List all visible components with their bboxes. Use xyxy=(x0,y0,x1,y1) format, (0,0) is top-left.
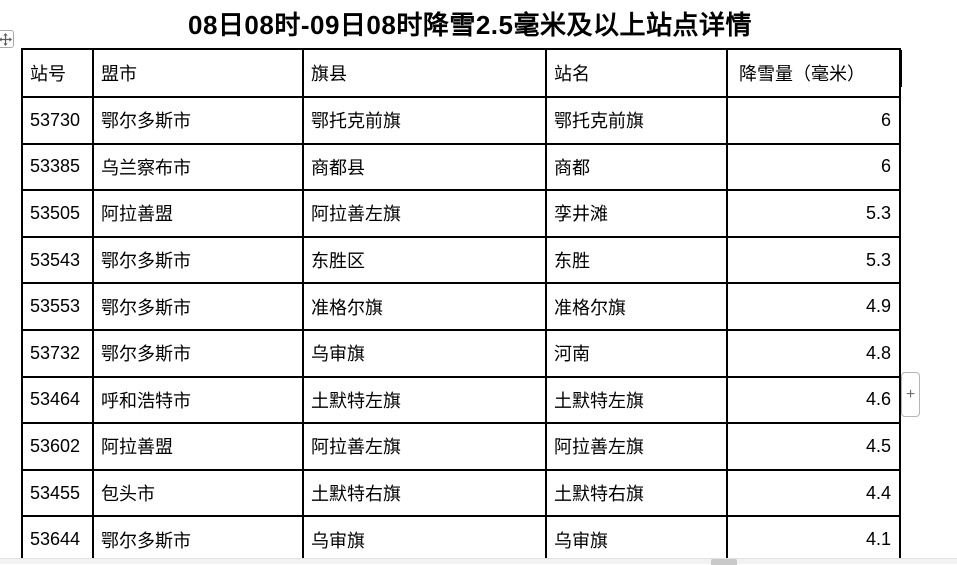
horizontal-scrollbar-thumb[interactable] xyxy=(711,559,737,565)
cell-league-city: 鄂尔多斯市 xyxy=(92,96,304,145)
page-title: 08日08时-09日08时降雪2.5毫米及以上站点详情 xyxy=(188,10,752,40)
cell-banner-county: 东胜区 xyxy=(302,235,547,285)
cell-snowfall: 5.3 xyxy=(726,189,901,238)
table-row: 53543 鄂尔多斯市 东胜区 东胜 5.3 xyxy=(21,235,901,285)
cell-station-id: 53644 xyxy=(21,515,94,564)
cell-station-name: 鄂托克前旗 xyxy=(545,96,728,145)
table-row: 53464 呼和浩特市 土默特左旗 土默特左旗 4.6 xyxy=(21,375,901,425)
cell-league-city: 鄂尔多斯市 xyxy=(92,235,304,285)
cell-league-city: 包头市 xyxy=(92,468,304,518)
table-header-row: 站号 盟市 旗县 站名 降雪量（毫米） xyxy=(21,48,901,98)
cell-league-city: 阿拉善盟 xyxy=(92,422,304,471)
cell-snowfall: 5.3 xyxy=(726,235,901,285)
cell-station-name: 阿拉善左旗 xyxy=(545,422,728,471)
header-banner-county: 旗县 xyxy=(302,48,547,98)
header-station-id: 站号 xyxy=(21,48,94,98)
cell-station-name: 乌审旗 xyxy=(545,515,728,564)
snowfall-table: 站号 盟市 旗县 站名 降雪量（毫米） 53730 鄂尔多斯市 鄂托克前旗 鄂托克前旗… xyxy=(21,48,901,564)
cell-station-id: 53543 xyxy=(21,235,94,285)
cell-snowfall: 6 xyxy=(726,96,901,145)
header-league-city: 盟市 xyxy=(92,48,304,98)
cell-league-city: 鄂尔多斯市 xyxy=(92,328,304,378)
cell-snowfall: 4.1 xyxy=(726,515,901,564)
table-row: 53602 阿拉善盟 阿拉善左旗 阿拉善左旗 4.5 xyxy=(21,422,901,471)
cell-station-name: 河南 xyxy=(545,328,728,378)
cell-station-id: 53732 xyxy=(21,328,94,378)
cell-station-id: 53553 xyxy=(21,282,94,331)
table-row: 53455 包头市 土默特右旗 土默特右旗 4.4 xyxy=(21,468,901,518)
cell-banner-county: 土默特右旗 xyxy=(302,468,547,518)
table-row: 53385 乌兰察布市 商都县 商都 6 xyxy=(21,142,901,192)
header-snowfall: 降雪量（毫米） xyxy=(726,48,901,98)
cell-snowfall: 4.4 xyxy=(726,468,901,518)
move-icon xyxy=(0,32,12,46)
cell-station-name: 孪井滩 xyxy=(545,189,728,238)
table-body: 53730 鄂尔多斯市 鄂托克前旗 鄂托克前旗 6 53385 乌兰察布市 商都县 商都 6 535… xyxy=(21,96,901,564)
cell-league-city: 鄂尔多斯市 xyxy=(92,282,304,331)
cell-banner-county: 乌审旗 xyxy=(302,515,547,564)
cell-station-id: 53385 xyxy=(21,142,94,192)
text-cursor xyxy=(899,50,902,87)
insert-plus-button[interactable]: + xyxy=(901,372,920,417)
horizontal-scrollbar[interactable] xyxy=(0,558,957,565)
cell-banner-county: 土默特左旗 xyxy=(302,375,547,425)
cell-banner-county: 阿拉善左旗 xyxy=(302,422,547,471)
cell-banner-county: 商都县 xyxy=(302,142,547,192)
table-move-handle[interactable] xyxy=(0,30,14,48)
cell-station-name: 东胜 xyxy=(545,235,728,285)
cell-league-city: 呼和浩特市 xyxy=(92,375,304,425)
cell-station-id: 53505 xyxy=(21,189,94,238)
table-row: 53732 鄂尔多斯市 乌审旗 河南 4.8 xyxy=(21,328,901,378)
cell-banner-county: 准格尔旗 xyxy=(302,282,547,331)
cell-league-city: 鄂尔多斯市 xyxy=(92,515,304,564)
cell-station-id: 53730 xyxy=(21,96,94,145)
cell-station-name: 土默特左旗 xyxy=(545,375,728,425)
table-row: 53505 阿拉善盟 阿拉善左旗 孪井滩 5.3 xyxy=(21,189,901,238)
cell-banner-county: 阿拉善左旗 xyxy=(302,189,547,238)
cell-station-id: 53464 xyxy=(21,375,94,425)
cell-station-id: 53455 xyxy=(21,468,94,518)
cell-snowfall: 6 xyxy=(726,142,901,192)
cell-station-id: 53602 xyxy=(21,422,94,471)
table-row: 53730 鄂尔多斯市 鄂托克前旗 鄂托克前旗 6 xyxy=(21,96,901,145)
cell-league-city: 阿拉善盟 xyxy=(92,189,304,238)
table-row: 53553 鄂尔多斯市 准格尔旗 准格尔旗 4.9 xyxy=(21,282,901,331)
header-station-name: 站名 xyxy=(545,48,728,98)
cell-snowfall: 4.5 xyxy=(726,422,901,471)
cell-snowfall: 4.8 xyxy=(726,328,901,378)
table-row: 53644 鄂尔多斯市 乌审旗 乌审旗 4.1 xyxy=(21,515,901,564)
cell-banner-county: 鄂托克前旗 xyxy=(302,96,547,145)
cell-station-name: 土默特右旗 xyxy=(545,468,728,518)
cell-banner-county: 乌审旗 xyxy=(302,328,547,378)
cell-snowfall: 4.6 xyxy=(726,375,901,425)
cell-snowfall: 4.9 xyxy=(726,282,901,331)
cell-station-name: 商都 xyxy=(545,142,728,192)
cell-station-name: 准格尔旗 xyxy=(545,282,728,331)
cell-league-city: 乌兰察布市 xyxy=(92,142,304,192)
